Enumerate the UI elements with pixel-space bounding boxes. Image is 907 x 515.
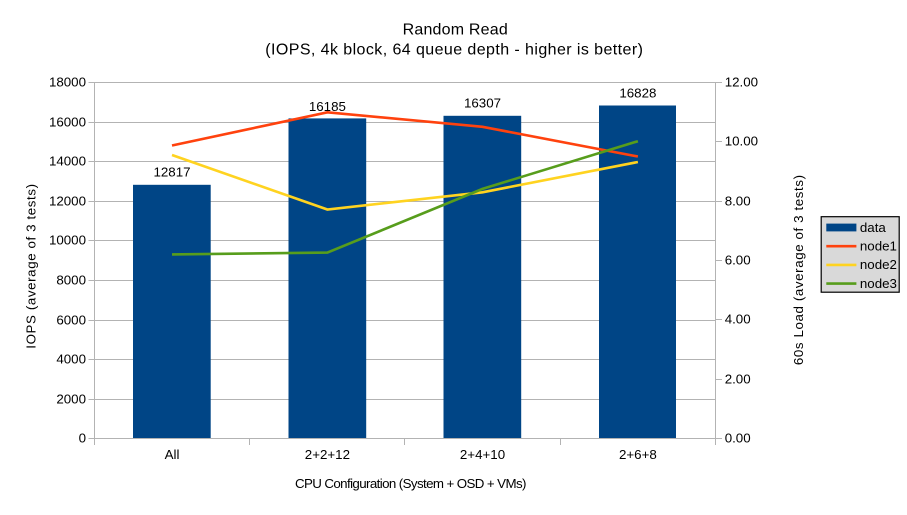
svg-text:4.00: 4.00 <box>725 312 751 327</box>
svg-text:6000: 6000 <box>56 313 86 328</box>
svg-text:16828: 16828 <box>619 86 656 101</box>
svg-text:IOPS (average of 3 tests): IOPS (average of 3 tests) <box>23 183 38 348</box>
svg-text:12.00: 12.00 <box>725 75 758 90</box>
svg-text:16185: 16185 <box>309 99 346 114</box>
svg-text:CPU Configuration (System + OS: CPU Configuration (System + OSD + VMs) <box>295 476 526 491</box>
svg-text:10.00: 10.00 <box>725 134 758 149</box>
svg-text:4000: 4000 <box>56 352 86 367</box>
svg-text:0: 0 <box>79 431 86 446</box>
svg-text:8.00: 8.00 <box>725 194 751 209</box>
svg-text:2.00: 2.00 <box>725 372 751 387</box>
svg-text:10000: 10000 <box>49 233 86 248</box>
svg-text:6.00: 6.00 <box>725 253 751 268</box>
svg-text:2+6+8: 2+6+8 <box>619 447 657 462</box>
svg-text:node3: node3 <box>860 276 897 291</box>
svg-text:data: data <box>860 220 887 235</box>
svg-text:Random Read: Random Read <box>403 21 508 38</box>
svg-text:node1: node1 <box>860 239 897 254</box>
svg-text:18000: 18000 <box>49 75 86 90</box>
svg-text:2+4+10: 2+4+10 <box>460 447 505 462</box>
svg-text:12000: 12000 <box>49 194 86 209</box>
svg-text:12817: 12817 <box>153 165 190 180</box>
svg-text:node2: node2 <box>860 257 897 272</box>
svg-text:(IOPS, 4k block, 64 queue dept: (IOPS, 4k block, 64 queue depth - higher… <box>265 42 643 59</box>
svg-text:16307: 16307 <box>464 96 501 111</box>
svg-text:8000: 8000 <box>56 273 86 288</box>
svg-text:2+2+12: 2+2+12 <box>305 447 350 462</box>
svg-text:All: All <box>165 447 180 462</box>
svg-text:2000: 2000 <box>56 392 86 407</box>
svg-text:60s Load (average of 3 tests): 60s Load (average of 3 tests) <box>791 174 806 365</box>
svg-text:14000: 14000 <box>49 154 86 169</box>
svg-text:16000: 16000 <box>49 115 86 130</box>
svg-text:0.00: 0.00 <box>725 431 751 446</box>
